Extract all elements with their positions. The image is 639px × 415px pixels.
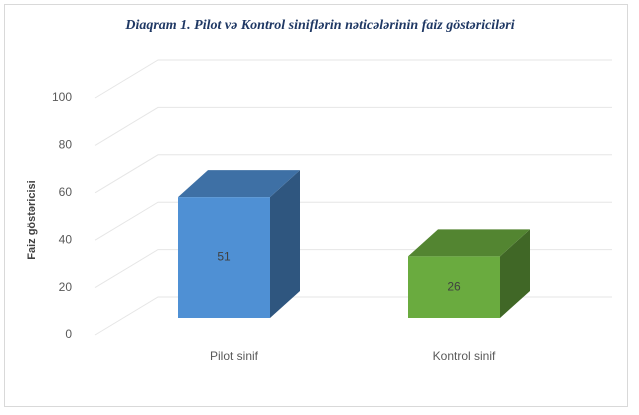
y-tick-label: 60	[59, 185, 73, 199]
bar	[408, 256, 500, 318]
grid-line	[94, 201, 612, 241]
chart-frame	[4, 4, 628, 407]
data-label: 26	[447, 279, 461, 293]
bar-top	[178, 170, 300, 198]
bar-side	[500, 229, 530, 318]
grid-line	[94, 154, 612, 194]
x-tick-label: Pilot sinif	[210, 349, 259, 363]
data-label: 51	[217, 250, 231, 264]
y-tick-label: 0	[65, 327, 72, 341]
bar-top	[408, 229, 530, 257]
y-tick-label: 20	[59, 280, 73, 294]
grid-line	[94, 106, 612, 146]
grid-line	[94, 249, 612, 289]
bar-side	[270, 170, 300, 318]
chart-title: Diaqram 1. Pilot və Kontrol siniflərin n…	[125, 18, 515, 33]
y-tick-label: 40	[59, 232, 73, 246]
y-tick-label: 80	[59, 138, 73, 152]
y-axis-title: Faiz göstəricisi	[26, 180, 38, 259]
bar	[178, 197, 270, 318]
x-tick-label: Kontrol sinif	[433, 349, 496, 363]
y-tick-label: 100	[52, 90, 72, 104]
grid-line	[94, 59, 612, 99]
grid-line	[94, 296, 612, 336]
